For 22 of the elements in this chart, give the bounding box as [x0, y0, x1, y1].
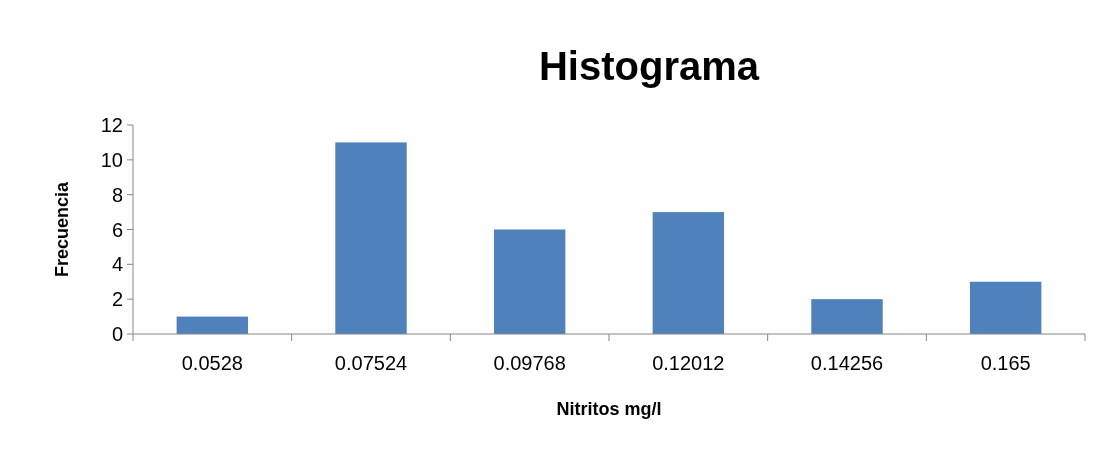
y-tick-label: 6 — [111, 218, 123, 241]
bar — [335, 142, 407, 334]
y-tick-label: 8 — [111, 183, 123, 206]
x-axis-title: Nitritos mg/l — [556, 399, 662, 419]
bar — [969, 281, 1042, 334]
y-tick-label: 12 — [100, 114, 123, 136]
x-tick-label: 0.12012 — [652, 352, 725, 374]
bar — [493, 229, 566, 334]
bar — [811, 299, 883, 334]
bar — [176, 316, 249, 334]
x-tick-label: 0.09768 — [493, 352, 566, 374]
y-tick-label: 10 — [100, 148, 123, 171]
x-tick-label: 0.165 — [980, 352, 1031, 374]
y-tick-label: 4 — [111, 253, 123, 276]
x-tick-label: 0.14256 — [810, 352, 884, 374]
chart-title: Histograma — [538, 44, 760, 88]
y-tick-label: 2 — [111, 288, 123, 311]
y-tick-label: 0 — [111, 323, 123, 345]
x-tick-label: 0.07524 — [334, 352, 408, 374]
y-axis-title: Frecuencia — [52, 180, 72, 278]
bar — [652, 212, 725, 334]
x-tick-label: 0.0528 — [181, 352, 243, 374]
